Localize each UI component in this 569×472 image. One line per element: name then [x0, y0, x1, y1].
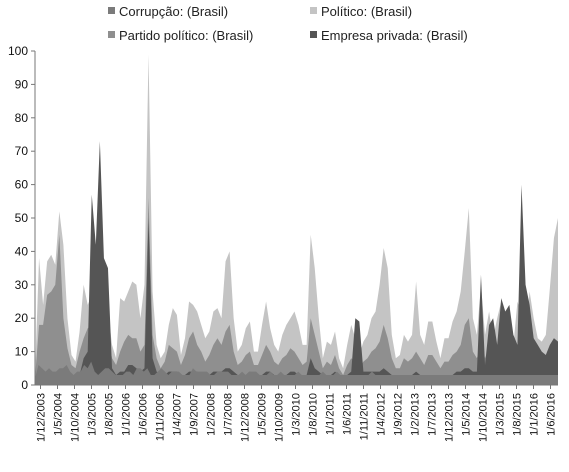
y-tick-label: 60 — [15, 178, 29, 192]
y-tick-label: 10 — [15, 345, 29, 359]
x-tick-label: 1/3/2010 — [291, 393, 303, 436]
x-tick-label: 1/2/2013 — [410, 393, 422, 436]
legend-swatch — [310, 7, 317, 14]
y-tick-label: 90 — [15, 77, 29, 91]
x-tick-label: 1/1/2016 — [529, 393, 541, 436]
area-series-3 — [35, 141, 558, 385]
x-tick-label: 1/4/2007 — [172, 393, 184, 436]
x-tick-label: 1/9/2007 — [189, 393, 201, 436]
x-tick-label: 1/8/2010 — [308, 393, 320, 436]
x-tick-label: 1/11/2006 — [155, 393, 167, 441]
x-tick-label: 1/12/2003 — [36, 393, 48, 442]
legend-swatch — [310, 31, 317, 38]
x-tick-label: 1/7/2013 — [427, 393, 439, 436]
x-tick-label: 1/6/2016 — [546, 393, 558, 436]
x-tick-label: 1/11/2011 — [359, 393, 371, 440]
y-tick-label: 70 — [15, 144, 29, 158]
legend-swatch — [108, 7, 115, 14]
x-tick-label: 1/5/2004 — [53, 393, 65, 436]
y-tick-label: 40 — [15, 244, 29, 258]
area-series-0 — [35, 361, 558, 385]
y-tick-label: 80 — [15, 111, 29, 125]
legend: Corrupção: (Brasil) Político: (Brasil) Par… — [108, 4, 468, 43]
x-tick-label: 1/2/2008 — [206, 393, 218, 436]
area-series — [35, 54, 558, 386]
y-tick-label: 30 — [15, 278, 29, 292]
x-tick-label: 1/7/2008 — [223, 393, 235, 436]
x-tick-label: 1/8/2015 — [512, 393, 524, 436]
y-tick-label: 100 — [8, 44, 28, 58]
legend-swatch — [108, 31, 115, 38]
x-tick-label: 1/9/2012 — [393, 393, 405, 436]
x-tick-label: 1/10/2004 — [70, 393, 82, 442]
x-tick-label: 1/4/2012 — [376, 393, 388, 436]
x-tick-label: 1/8/2005 — [104, 393, 116, 436]
x-tick-label: 1/5/2014 — [461, 393, 473, 436]
y-tick-label: 20 — [15, 311, 29, 325]
legend-label: Político: (Brasil) — [321, 4, 412, 19]
legend-label: Partido político: (Brasil) — [119, 28, 253, 43]
legend-label: Empresa privada: (Brasil) — [321, 28, 468, 43]
x-tick-label: 1/12/2013 — [444, 393, 456, 442]
axes: 0 10 20 30 40 50 60 70 80 90 100 1/12/2003 1/5/2004 1… — [8, 44, 558, 442]
x-tick-label: 1/3/2015 — [495, 393, 507, 436]
legend-label: Corrupção: (Brasil) — [119, 4, 228, 19]
x-tick-label: 1/12/2008 — [240, 393, 252, 442]
x-tick-label: 1/6/2011 — [342, 393, 354, 435]
x-tick-label: 1/3/2005 — [87, 393, 99, 436]
y-tick-label: 0 — [21, 378, 28, 392]
y-tick-label: 50 — [15, 211, 29, 225]
x-tick-label: 1/5/2009 — [257, 393, 269, 436]
x-tick-label: 1/10/2009 — [274, 393, 286, 442]
x-tick-label: 1/1/2011 — [325, 393, 337, 435]
x-tick-label: 1/1/2006 — [121, 393, 133, 436]
x-tick-label: 1/10/2014 — [478, 393, 490, 442]
x-tick-label: 1/6/2006 — [138, 393, 150, 436]
